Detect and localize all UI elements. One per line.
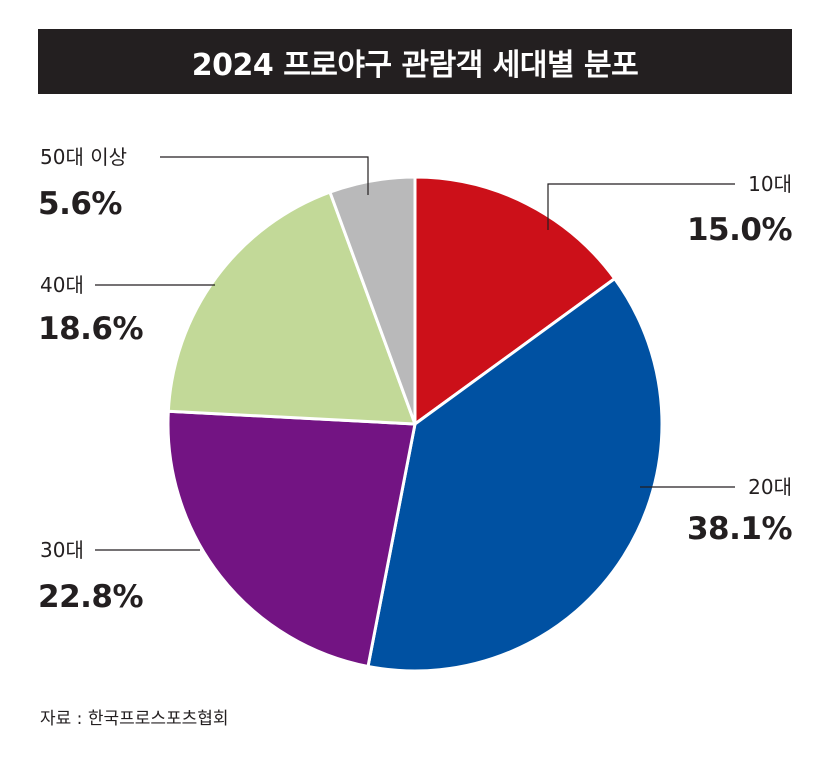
chart-title: 2024 프로야구 관람객 세대별 분포 — [191, 47, 639, 83]
leader-line-50s — [160, 156, 369, 195]
pie-slice-0 — [413, 175, 617, 426]
pie-slice-2 — [166, 409, 417, 668]
pie-slice-3 — [166, 190, 417, 426]
slice-value-50s-plus: 5.6% — [38, 186, 122, 222]
slice-label-40s: 40대 — [40, 273, 84, 297]
slice-value-20s: 38.1% — [686, 511, 793, 547]
slice-value-10s: 15.0% — [686, 212, 793, 248]
slice-label-30s: 30대 — [40, 538, 84, 562]
leader-line-10s — [547, 183, 735, 230]
chart-title-bar: 2024 프로야구 관람객 세대별 분포 — [38, 29, 792, 94]
slice-label-10s: 10대 — [748, 172, 792, 196]
slice-label-20s: 20대 — [748, 475, 792, 499]
slice-value-30s: 22.8% — [38, 579, 144, 615]
pie-slice-4 — [328, 175, 417, 426]
pie-slice-1 — [366, 277, 664, 673]
slice-label-50s-plus: 50대 이상 — [40, 145, 128, 169]
source-note: 자료 : 한국프로스포츠협회 — [40, 709, 229, 729]
slice-value-40s: 18.6% — [38, 311, 144, 347]
